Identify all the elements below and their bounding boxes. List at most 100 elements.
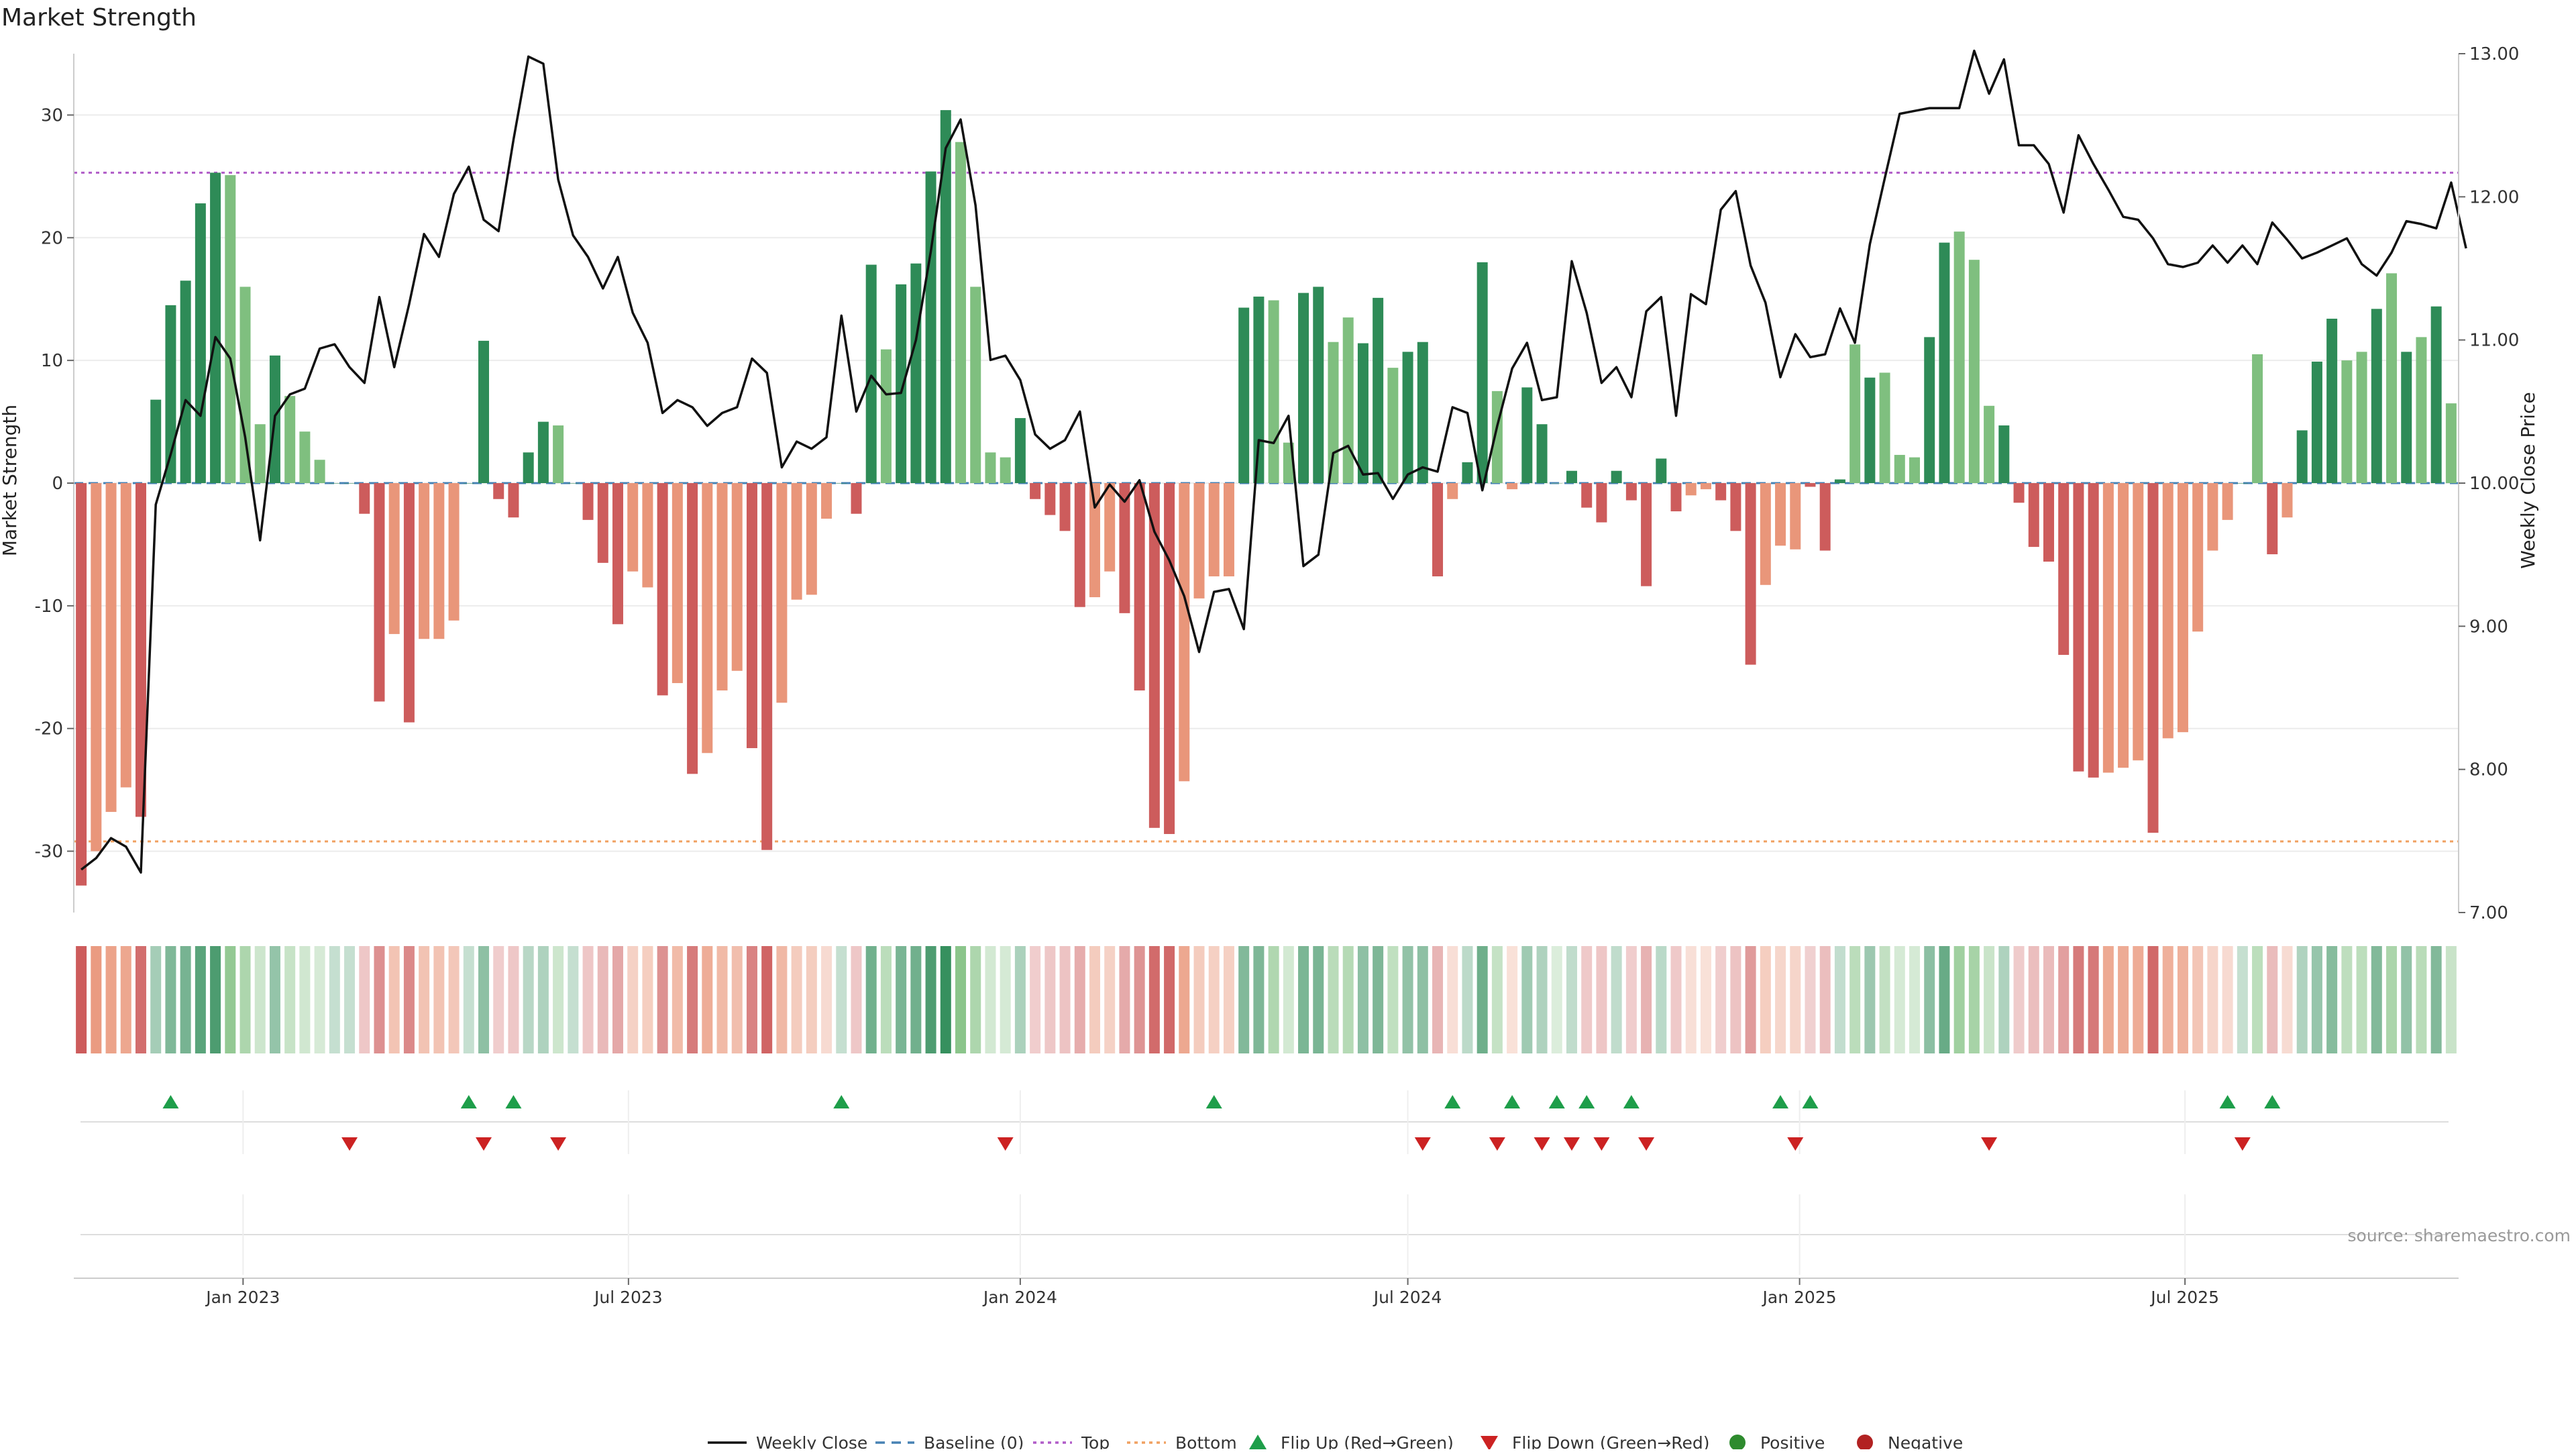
- heat-strip-cell: [1298, 946, 1309, 1053]
- strength-bar: [597, 483, 608, 563]
- heat-strip-cell: [1805, 946, 1816, 1053]
- heat-strip-cell: [657, 946, 668, 1053]
- flip-down-marker: [1414, 1137, 1431, 1151]
- heat-strip-cell: [537, 946, 549, 1053]
- strength-bar: [1000, 457, 1011, 483]
- right-axis: 7.00 8.00 9.00 10.00 11.00 12.00 13.00: [2458, 44, 2519, 923]
- heat-strip-cell: [2133, 946, 2144, 1053]
- heat-strip-cell: [1894, 946, 1905, 1053]
- heat-strip-cell: [2102, 946, 2114, 1053]
- heat-strip-cell: [1059, 946, 1071, 1053]
- heat-strip-cell: [1342, 946, 1354, 1053]
- strength-bar: [1685, 483, 1697, 496]
- heat-strip-cell: [1148, 946, 1160, 1053]
- strength-bar: [687, 483, 698, 774]
- strength-bar: [374, 483, 385, 702]
- strength-bar: [880, 349, 892, 483]
- strength-bar: [1968, 260, 1980, 483]
- heat-strip-cell: [403, 946, 415, 1053]
- heat-strip-cell: [135, 946, 146, 1053]
- strength-bar: [2207, 483, 2218, 551]
- strength-bar: [1700, 483, 1711, 490]
- heat-strip-cell: [239, 946, 251, 1053]
- strength-bar: [2311, 361, 2322, 483]
- heat-strip-cell: [865, 946, 877, 1053]
- heat-strip-cell: [2311, 946, 2322, 1053]
- heat-strip-cell: [1864, 946, 1876, 1053]
- flip-up-marker: [1444, 1095, 1461, 1108]
- heat-strip-cell: [1283, 946, 1294, 1053]
- legend-dot-icon: [1857, 1435, 1873, 1451]
- strength-bar: [806, 483, 817, 595]
- left-tick-label: 10: [41, 351, 63, 371]
- heat-strip-cell: [925, 946, 936, 1053]
- strength-bar: [120, 483, 131, 788]
- heat-strip-cell: [314, 946, 325, 1053]
- heat-strip-cell: [821, 946, 833, 1053]
- left-tick-label: -10: [35, 597, 63, 617]
- heat-strip-cell: [150, 946, 162, 1053]
- strength-bar: [1164, 483, 1175, 834]
- heat-strip-cell: [1447, 946, 1458, 1053]
- heat-strip-cell: [1238, 946, 1250, 1053]
- heat-strip-cell: [1611, 946, 1622, 1053]
- strength-bar: [180, 280, 191, 483]
- heat-strip-cell: [388, 946, 400, 1053]
- heat-strip-cell: [2237, 946, 2248, 1053]
- heat-strip-cell: [1328, 946, 1339, 1053]
- strength-bar: [2058, 483, 2070, 655]
- heat-strip-cell: [1984, 946, 1995, 1053]
- left-tick-label: -30: [35, 842, 63, 862]
- heat-strip-cell: [2386, 946, 2398, 1053]
- strength-bar: [1819, 483, 1831, 551]
- strength-bar: [239, 287, 251, 483]
- strength-bar: [1834, 479, 1845, 483]
- heat-strip-cell: [2430, 946, 2442, 1053]
- left-tick-label: -20: [35, 719, 63, 739]
- heat-strip-cell: [91, 946, 102, 1053]
- heat-strip-cell: [597, 946, 608, 1053]
- strength-bar: [1939, 242, 1950, 483]
- heat-strip-cell: [806, 946, 817, 1053]
- flip-up-marker: [1548, 1095, 1565, 1108]
- heat-strip-cell: [2282, 946, 2293, 1053]
- heat-strip-cell: [2043, 946, 2054, 1053]
- strength-bar: [1879, 372, 1890, 483]
- right-tick-label: 13.00: [2469, 44, 2519, 64]
- strength-bar: [1104, 483, 1116, 572]
- heat-strip-cell: [195, 946, 206, 1053]
- strength-bar: [284, 396, 296, 483]
- heat-strip-cell: [1521, 946, 1533, 1053]
- strength-bar: [761, 483, 773, 850]
- strength-bar: [985, 452, 996, 483]
- flip-up-marker: [505, 1095, 522, 1108]
- strength-bar: [2401, 352, 2412, 483]
- legend-label: Flip Down (Green→Red): [1512, 1433, 1710, 1449]
- heat-strip-cell: [299, 946, 311, 1053]
- flip-down-marker: [2234, 1137, 2251, 1151]
- flip-up-marker: [1578, 1095, 1595, 1108]
- left-tick-label: 0: [52, 474, 63, 494]
- heat-strip-cell: [1179, 946, 1190, 1053]
- strength-bar: [419, 483, 430, 639]
- strength-bar: [1611, 470, 1622, 483]
- legend-dot-icon: [1729, 1435, 1746, 1451]
- heat-strip-cell: [910, 946, 922, 1053]
- strength-bar: [1208, 483, 1220, 576]
- heat-strip-cell: [1432, 946, 1444, 1053]
- strength-bar: [2177, 483, 2188, 733]
- strength-bar: [1656, 458, 1667, 483]
- heat-strip-cell: [2177, 946, 2188, 1053]
- heat-strip-cell: [2207, 946, 2218, 1053]
- heat-strip-cell: [1417, 946, 1428, 1053]
- heat-strip-cell: [1477, 946, 1488, 1053]
- strength-bar: [403, 483, 415, 723]
- strength-bar: [1849, 344, 1861, 483]
- flip-up-marker: [162, 1095, 179, 1108]
- flip-up-marker: [1802, 1095, 1819, 1108]
- flip-down-marker: [1981, 1137, 1998, 1151]
- strength-bar: [1998, 425, 2010, 483]
- strength-bar: [2326, 318, 2338, 483]
- heat-strip-cell: [508, 946, 519, 1053]
